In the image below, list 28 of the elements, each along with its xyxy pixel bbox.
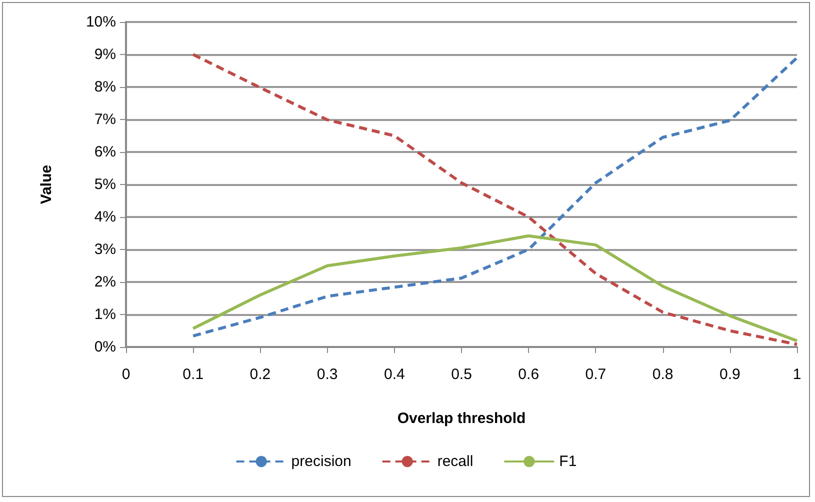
x-tick-label: 0.3 bbox=[316, 366, 338, 383]
y-axis-title: Value bbox=[38, 164, 55, 204]
x-tick-label: 0.8 bbox=[652, 366, 674, 383]
y-tick-label: 5% bbox=[94, 176, 116, 193]
x-tick-label: 0.6 bbox=[518, 366, 540, 383]
y-tick-label: 2% bbox=[94, 274, 116, 290]
x-tick-label: 1 bbox=[792, 366, 802, 383]
legend-label: precision bbox=[291, 453, 352, 470]
y-tick-label: 0% bbox=[94, 338, 116, 356]
line-series bbox=[192, 234, 798, 342]
y-tick-label: 9% bbox=[94, 46, 116, 63]
y-tick-label: 10% bbox=[86, 14, 116, 30]
x-axis-title: Overlap threshold bbox=[397, 410, 526, 427]
y-tick-label: 4% bbox=[94, 208, 116, 226]
x-tick-label: 0.5 bbox=[451, 366, 472, 383]
legend-label: F1 bbox=[559, 453, 577, 470]
x-tick-label: 0 bbox=[122, 366, 130, 383]
x-tick-label: 0.1 bbox=[182, 366, 204, 383]
x-tick-label: 0.2 bbox=[250, 366, 271, 383]
x-tick-label: 0.4 bbox=[384, 366, 405, 383]
y-tick-label: 8% bbox=[94, 78, 116, 96]
y-tick-label: 7% bbox=[94, 111, 116, 128]
y-tick-label: 6% bbox=[94, 144, 116, 160]
legend-label: recall bbox=[437, 453, 474, 470]
x-tick-label: 0.7 bbox=[585, 366, 606, 383]
y-tick-label: 1% bbox=[94, 306, 116, 323]
x-tick-label: 0.9 bbox=[719, 366, 740, 383]
y-tick-label: 3% bbox=[94, 241, 116, 258]
